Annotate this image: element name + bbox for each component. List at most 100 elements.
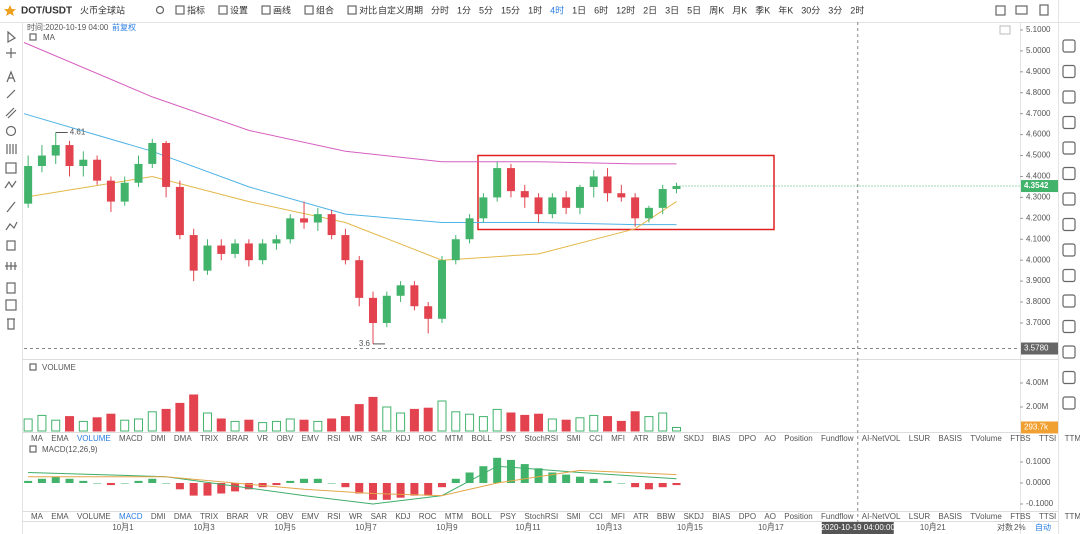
sidebar-icon[interactable] — [1062, 396, 1076, 410]
menu-icon[interactable] — [261, 5, 271, 15]
period-tab[interactable]: 月K — [732, 5, 747, 15]
ruler-tool[interactable] — [6, 201, 16, 213]
indicator-tab[interactable]: SAR — [371, 512, 388, 521]
period-tab[interactable]: 30分 — [801, 5, 820, 15]
menu-item[interactable]: 设置 — [230, 5, 248, 15]
indicator-tab[interactable]: BOLL — [471, 434, 492, 443]
indicator-tab[interactable]: MTM — [445, 434, 464, 443]
layers-tool[interactable] — [5, 299, 17, 311]
indicator-tab[interactable]: BIAS — [712, 512, 730, 521]
indicator-tab[interactable]: MA — [31, 434, 44, 443]
indicator-tab[interactable]: TRIX — [200, 512, 219, 521]
indicator-tab[interactable]: ROC — [419, 434, 437, 443]
sidebar-icon[interactable] — [1062, 268, 1076, 283]
indicator-tab[interactable]: DPO — [739, 434, 756, 443]
indicator-tab[interactable]: MA — [31, 512, 44, 521]
indicator-tab[interactable]: CCI — [589, 434, 603, 443]
indicator-tab[interactable]: MACD — [119, 434, 143, 443]
shape-tool[interactable] — [5, 125, 17, 137]
pane-toggle[interactable] — [29, 445, 37, 453]
indicator-tab[interactable]: BBW — [657, 512, 676, 521]
sidebar-icon[interactable] — [1062, 345, 1076, 359]
crosshair-tool[interactable] — [6, 48, 16, 58]
indicator-tab[interactable]: EMA — [51, 434, 69, 443]
indicator-tab[interactable]: WR — [349, 512, 363, 521]
sidebar-icon[interactable] — [1062, 166, 1076, 181]
indicator-tab[interactable]: FTBS — [1010, 434, 1030, 443]
indicator-tab[interactable]: AO — [764, 434, 776, 443]
indicator-tab[interactable]: EMA — [51, 512, 69, 521]
sidebar-icon[interactable] — [1062, 319, 1076, 334]
indicator-tab[interactable]: DPO — [739, 512, 756, 521]
menu-item[interactable]: 画线 — [273, 4, 291, 15]
indicator-tab[interactable]: MFI — [611, 512, 625, 521]
indicator-tab[interactable]: RSI — [327, 434, 340, 443]
indicator-tab[interactable]: Position — [784, 434, 812, 443]
indicator-tab[interactable]: LSUR — [909, 512, 931, 521]
period-tab[interactable]: 15分 — [501, 5, 520, 15]
period-tab[interactable]: 季K — [755, 4, 770, 15]
channel-tool[interactable] — [5, 107, 17, 119]
period-tab[interactable]: 4时 — [550, 4, 564, 15]
indicator-tab[interactable]: Fundflow — [821, 512, 854, 521]
indicator-tab[interactable]: BOLL — [471, 512, 492, 521]
indicator-tab[interactable]: Position — [784, 512, 812, 521]
indicator-tab[interactable]: DMA — [174, 512, 192, 521]
indicator-tab[interactable]: VR — [257, 512, 268, 521]
sidebar-icon[interactable] — [1062, 370, 1076, 385]
wave-tool[interactable] — [4, 180, 17, 189]
delete-tool[interactable] — [7, 318, 15, 330]
trend-tool[interactable] — [5, 221, 18, 231]
indicator-tab[interactable]: TTSI — [1039, 512, 1056, 521]
indicator-tab[interactable]: MFI — [611, 434, 625, 443]
indicator-tab[interactable]: FTBS — [1010, 512, 1030, 521]
indicator-tab[interactable]: EMV — [302, 434, 320, 443]
lock-tool[interactable] — [6, 240, 16, 251]
sidebar-icon[interactable] — [1062, 217, 1076, 232]
sidebar-icon[interactable] — [1062, 243, 1076, 257]
menu-icon[interactable] — [218, 5, 228, 15]
indicator-tab[interactable]: DMI — [151, 512, 166, 521]
log-toggle[interactable]: 对数 — [997, 522, 1013, 532]
menu-icon[interactable] — [347, 5, 357, 15]
indicator-tab[interactable]: KDJ — [395, 434, 410, 443]
period-tab[interactable]: 2日 — [643, 5, 657, 15]
indicator-tab[interactable]: TTMU — [1065, 434, 1080, 443]
period-tab[interactable]: 5日 — [687, 5, 701, 15]
indicator-tab[interactable]: BRAR — [226, 434, 248, 443]
indicator-tab[interactable]: MTM — [445, 512, 464, 521]
indicator-tab[interactable]: VOLUME — [77, 512, 111, 521]
indicator-tab[interactable]: DMI — [151, 434, 166, 443]
sidebar-icon[interactable] — [1062, 141, 1076, 155]
period-tab[interactable]: 周K — [709, 5, 724, 15]
pane-toggle[interactable] — [29, 33, 37, 41]
camera-icon[interactable] — [1015, 5, 1028, 15]
indicator-tab[interactable]: ROC — [419, 512, 437, 521]
period-tab[interactable]: 12时 — [616, 4, 635, 15]
copy-tool[interactable] — [6, 282, 16, 294]
sidebar-icon[interactable] — [1062, 90, 1076, 104]
pane-maximize[interactable] — [999, 25, 1011, 35]
indicator-tab[interactable]: TVolume — [970, 434, 1002, 443]
sidebar-icon[interactable] — [1062, 192, 1076, 206]
indicator-tab[interactable]: PSY — [500, 434, 517, 443]
indicator-tab[interactable]: ATR — [633, 512, 649, 521]
indicator-tab[interactable]: PSY — [500, 512, 517, 521]
indicator-tab[interactable]: BRAR — [226, 512, 248, 521]
period-tab[interactable]: 3日 — [665, 5, 679, 15]
indicator-tab[interactable]: TTSI — [1039, 434, 1056, 443]
indicator-tab[interactable]: BASIS — [938, 512, 962, 521]
custom-period[interactable]: 自定义周期 — [378, 4, 423, 15]
indicator-tab[interactable]: TRIX — [200, 434, 219, 443]
indicator-tab[interactable]: KDJ — [395, 512, 410, 521]
fib-tool[interactable] — [6, 144, 17, 154]
text-tool[interactable] — [6, 70, 16, 83]
indicator-tab[interactable]: LSUR — [909, 434, 931, 443]
indicator-tab[interactable]: EMV — [302, 512, 320, 521]
settings-icon[interactable] — [995, 5, 1006, 16]
period-tab[interactable]: 年K — [778, 4, 793, 15]
indicator-tab[interactable]: BBW — [657, 434, 676, 443]
indicator-tab[interactable]: OBV — [276, 512, 294, 521]
indicator-tab[interactable]: AI-NetVOL — [862, 434, 901, 443]
menu-item[interactable]: 指标 — [187, 4, 205, 15]
